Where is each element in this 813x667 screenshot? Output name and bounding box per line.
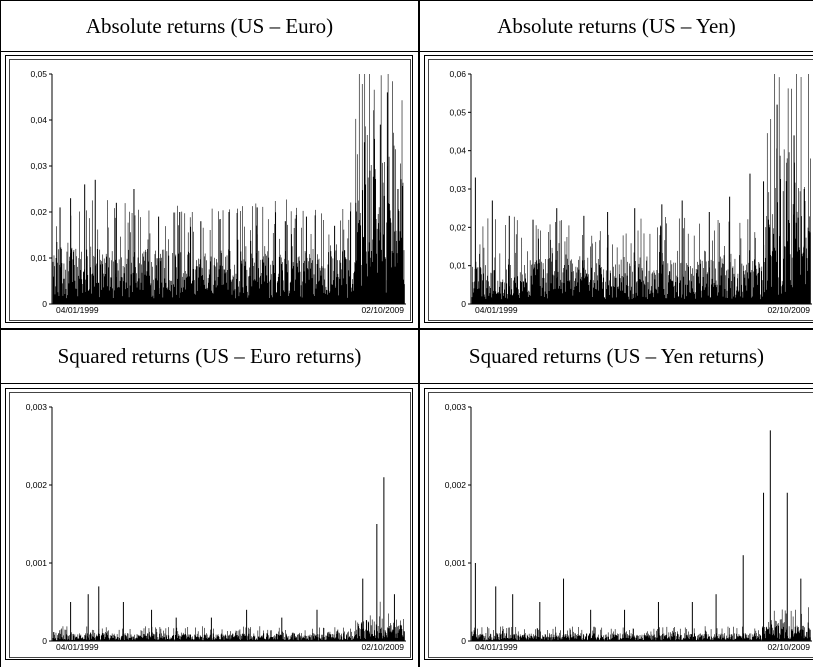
x-end-label: 02/10/2009 — [361, 305, 404, 315]
chart-panel-top-left: 0 0,01 0,02 0,03 0,04 0,05 04/01/1999 02/10/200… — [5, 55, 413, 323]
y-tick-label: 0,02 — [30, 207, 47, 217]
header-top-left: Absolute returns (US – Euro) — [85, 13, 334, 38]
y-tick-label: 0,03 — [449, 184, 466, 194]
table-border-top — [0, 0, 813, 1]
table-border-row2 — [0, 328, 813, 330]
y-tick-label: 0,04 — [30, 115, 47, 125]
y-tick-label: 0 — [42, 299, 47, 309]
y-tick-label: 0,01 — [30, 253, 47, 263]
chart-yen-absolute: 0 0,01 0,02 0,03 0,04 0,05 0,06 04/01/1999 02/10… — [428, 59, 813, 321]
header-top-right: Absolute returns (US – Yen) — [497, 13, 736, 38]
header-bottom-right: Squared returns (US – Yen returns) — [468, 343, 765, 368]
table-border-left — [0, 0, 1, 667]
chart-panel-bottom-right: 0 0,001 0,002 0,003 04/01/1999 02/10/2009 — [424, 388, 813, 660]
y-tick-label: 0,003 — [26, 402, 48, 412]
y-tick-label: 0,05 — [30, 69, 47, 79]
table-border-row3 — [0, 383, 813, 384]
table-border-row1 — [0, 51, 813, 52]
series-noise — [52, 601, 405, 641]
series-noise — [471, 607, 811, 641]
y-tick-label: 0,03 — [30, 161, 47, 171]
y-tick-label: 0 — [42, 636, 47, 646]
y-tick-label: 0,001 — [445, 558, 467, 568]
series-noise — [52, 74, 405, 304]
y-tick-label: 0,01 — [449, 261, 466, 271]
chart-panel-top-right: 0 0,01 0,02 0,03 0,04 0,05 0,06 04/01/1999 02/10… — [424, 55, 813, 323]
x-end-label: 02/10/2009 — [767, 305, 810, 315]
chart-yen-squared: 0 0,001 0,002 0,003 04/01/1999 02/10/2009 — [428, 392, 813, 658]
x-start-label: 04/01/1999 — [56, 642, 99, 652]
y-tick-label: 0,02 — [449, 222, 466, 232]
plot-frame — [428, 59, 813, 321]
plot-frame — [9, 59, 411, 321]
x-start-label: 04/01/1999 — [475, 305, 518, 315]
x-end-label: 02/10/2009 — [361, 642, 404, 652]
series-noise — [471, 74, 811, 304]
chart-euro-squared: 0 0,001 0,002 0,003 04/01/1999 02/10/2009 — [9, 392, 411, 658]
x-end-label: 02/10/2009 — [767, 642, 810, 652]
plot-frame — [428, 392, 813, 658]
y-tick-label: 0,003 — [445, 402, 467, 412]
x-start-label: 04/01/1999 — [475, 642, 518, 652]
y-tick-label: 0,04 — [449, 146, 466, 156]
header-bottom-left: Squared returns (US – Euro returns) — [57, 343, 362, 368]
plot-frame — [9, 392, 411, 658]
x-start-label: 04/01/1999 — [56, 305, 99, 315]
y-tick-label: 0,001 — [26, 558, 48, 568]
table-border-middle — [418, 0, 420, 667]
y-tick-label: 0 — [461, 299, 466, 309]
chart-euro-absolute: 0 0,01 0,02 0,03 0,04 0,05 04/01/1999 02/10/200… — [9, 59, 411, 321]
chart-panel-bottom-left: 0 0,001 0,002 0,003 04/01/1999 02/10/2009 — [5, 388, 413, 660]
y-tick-label: 0,06 — [449, 69, 466, 79]
y-tick-label: 0,05 — [449, 107, 466, 117]
y-tick-label: 0 — [461, 636, 466, 646]
y-tick-label: 0,002 — [445, 480, 467, 490]
y-tick-label: 0,002 — [26, 480, 48, 490]
